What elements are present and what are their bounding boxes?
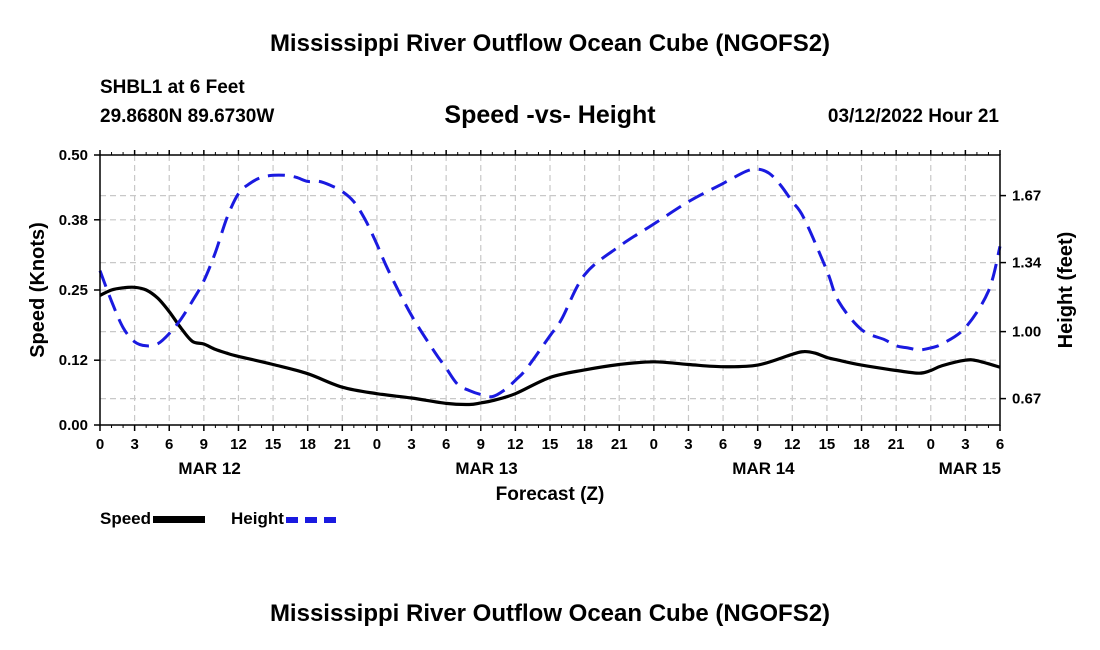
station-label: SHBL1 at 6 Feet bbox=[100, 77, 245, 98]
x-tick-label: 3 bbox=[961, 436, 969, 453]
series-layer bbox=[98, 167, 1002, 407]
legend-speed: Speed bbox=[100, 509, 206, 529]
x-tick-label: 9 bbox=[477, 436, 485, 453]
chart-title-top: Mississippi River Outflow Ocean Cube (NG… bbox=[269, 30, 831, 57]
legend-speed-swatch bbox=[153, 516, 206, 524]
legend-height-label: Height bbox=[231, 509, 284, 528]
chart-title-bottom: Mississippi River Outflow Ocean Cube (NG… bbox=[269, 600, 831, 627]
x-tick-label: 12 bbox=[230, 436, 247, 453]
y-tick-label: 0.12 bbox=[59, 352, 88, 369]
x-tick-label: 6 bbox=[165, 436, 173, 453]
y2-tick-label: 0.67 bbox=[1012, 391, 1041, 408]
x-tick-label: 0 bbox=[373, 436, 381, 453]
x-tick-label: 21 bbox=[611, 436, 628, 453]
x-tick-label: 0 bbox=[927, 436, 935, 453]
x-tick-label: 9 bbox=[754, 436, 762, 453]
legend-height: Height bbox=[231, 509, 336, 529]
x-tick-label: 18 bbox=[299, 436, 316, 453]
chart-subtitle: Speed -vs- Height bbox=[444, 101, 656, 129]
y-axis-label: Speed (Knots) bbox=[27, 222, 49, 358]
x-tick-label: 0 bbox=[96, 436, 104, 453]
legend-height-swatch bbox=[285, 516, 336, 523]
forecast-datetime: 03/12/2022 Hour 21 bbox=[827, 106, 999, 127]
x-axis-label: Forecast (Z) bbox=[496, 484, 605, 505]
x-tick-label: 3 bbox=[684, 436, 692, 453]
date-label: MAR 12 bbox=[178, 459, 240, 478]
x-tick-label: 3 bbox=[130, 436, 138, 453]
y2-tick-label: 1.67 bbox=[1012, 188, 1041, 205]
legend-speed-label: Speed bbox=[100, 509, 152, 528]
x-tick-label: 21 bbox=[334, 436, 351, 453]
axes: 0 3 6 9 12 15 18 21 0 3 6 9 12 15 18 21 0 3 6 9 12 15 18 21 0 3 6M… bbox=[59, 147, 1042, 478]
date-label: MAR 13 bbox=[455, 459, 517, 478]
grid bbox=[100, 155, 1000, 425]
y-tick-label: 0.25 bbox=[59, 282, 88, 299]
y-tick-label: 0.50 bbox=[59, 147, 88, 164]
x-tick-label: 21 bbox=[888, 436, 905, 453]
x-tick-label: 6 bbox=[996, 436, 1004, 453]
date-label: MAR 15 bbox=[939, 459, 1001, 478]
x-tick-label: 12 bbox=[784, 436, 801, 453]
coordinates-label: 29.8680N 89.6730W bbox=[100, 106, 275, 127]
height-series-line bbox=[98, 167, 1002, 399]
x-tick-label: 3 bbox=[407, 436, 415, 453]
y-tick-label: 0.38 bbox=[59, 212, 88, 229]
x-tick-label: 15 bbox=[542, 436, 559, 453]
x-tick-label: 6 bbox=[719, 436, 727, 453]
y2-tick-label: 1.34 bbox=[1012, 255, 1042, 272]
x-tick-label: 15 bbox=[265, 436, 282, 453]
speed-series-line bbox=[99, 285, 1001, 407]
x-tick-label: 6 bbox=[442, 436, 450, 453]
y-tick-label: 0.00 bbox=[59, 417, 88, 434]
y2-axis-label: Height (feet) bbox=[1055, 232, 1077, 349]
x-tick-label: 12 bbox=[507, 436, 524, 453]
date-label: MAR 14 bbox=[732, 459, 795, 478]
x-tick-label: 9 bbox=[200, 436, 208, 453]
x-tick-label: 18 bbox=[853, 436, 870, 453]
y2-tick-label: 1.00 bbox=[1012, 324, 1041, 341]
x-tick-label: 18 bbox=[576, 436, 593, 453]
x-tick-label: 15 bbox=[819, 436, 836, 453]
x-tick-label: 0 bbox=[650, 436, 658, 453]
